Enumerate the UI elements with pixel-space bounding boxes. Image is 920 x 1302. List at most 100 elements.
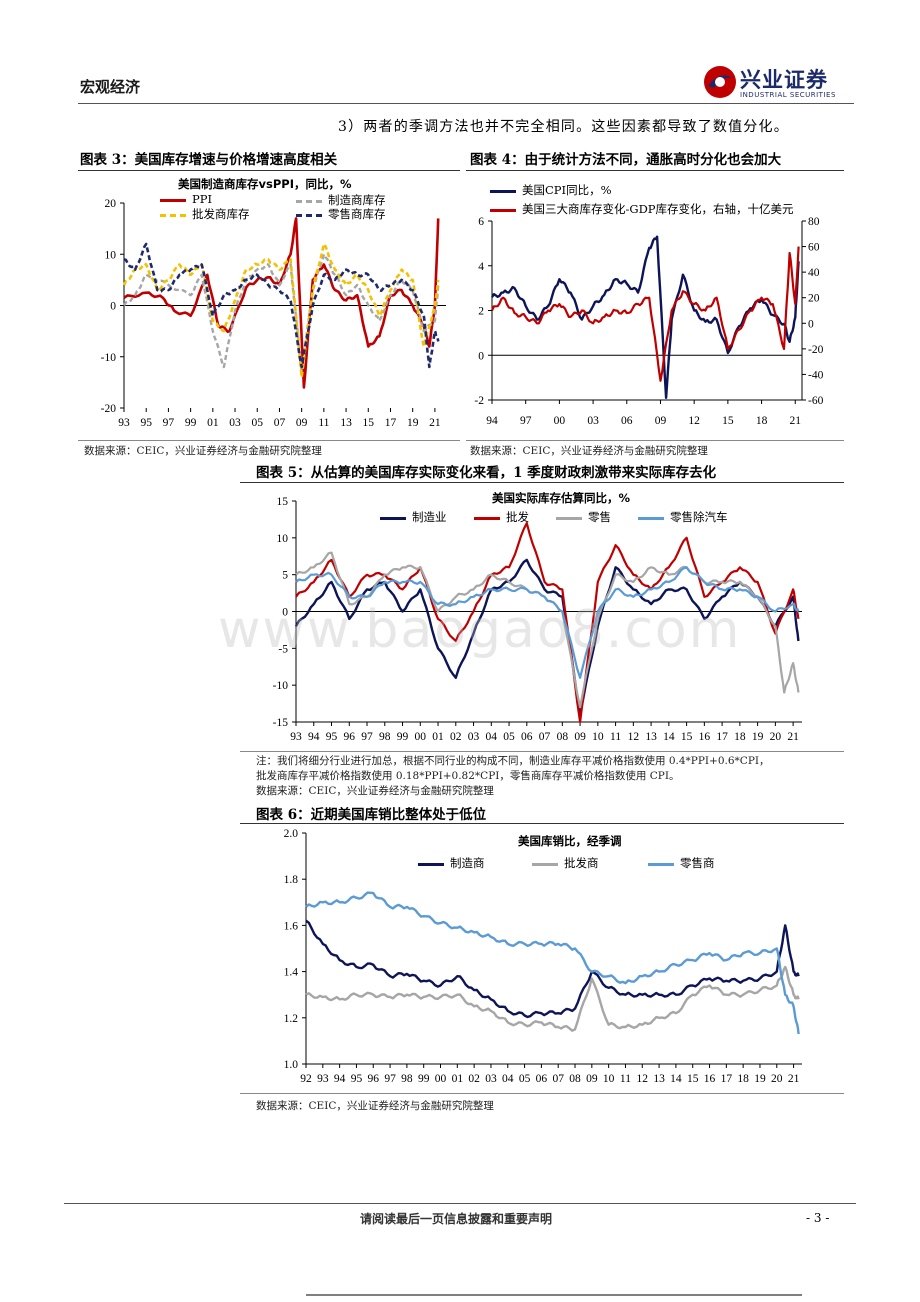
legend-swatch (490, 208, 516, 212)
x-tick-label: 20 (770, 731, 782, 743)
fig4-heading: 图表 4：由于统计方法不同，通胀高时分化也会加大 (470, 152, 782, 168)
fig5-legend-mfg: 制造业 (380, 509, 447, 525)
x-tick-label: 03 (485, 1073, 497, 1085)
fig5-source: 数据来源：CEIC，兴业证券经济与金融研究院整理 (256, 785, 494, 797)
y2-tick-label: -40 (808, 369, 824, 381)
x-tick-label: 13 (653, 1073, 665, 1085)
x-tick-label: 92 (300, 1073, 312, 1085)
x-tick-label: 05 (503, 731, 515, 743)
fig6-top-rule (240, 823, 844, 824)
x-tick-label: 10 (592, 731, 604, 743)
x-tick-label: 98 (401, 1073, 413, 1085)
fig3-heading: 图表 3：美国库存增速与价格增速高度相关 (80, 152, 338, 168)
x-tick-label: 06 (521, 731, 533, 743)
fig5-bottom-rule (240, 751, 844, 752)
y-tick-label: 0 (282, 607, 288, 619)
legend-swatch (296, 199, 322, 203)
series-line-0 (490, 235, 800, 399)
series-line-3 (295, 566, 800, 679)
intro-paragraph: 3）两者的季调方法也并不完全相同。这些因素都导致了数值分化。 (338, 119, 789, 135)
x-tick-label: 03 (468, 731, 480, 743)
legend-swatch (474, 516, 500, 520)
x-tick-label: 94 (308, 731, 320, 743)
x-tick-label: 93 (290, 731, 302, 743)
fig5-heading: 图表 5：从估算的美国库存实际变化来看，1 季度财政刺激带来实际库存去化 (256, 465, 717, 481)
y-tick-label: 15 (277, 496, 289, 508)
x-tick-label: 93 (118, 417, 130, 429)
y2-tick-label: -60 (808, 395, 824, 407)
watermark: www.baogao8.com (218, 600, 742, 660)
x-tick-label: 18 (737, 1073, 749, 1085)
y-tick-label: 4 (478, 261, 484, 273)
fig6-legend-wholesale: 批发商 (532, 855, 599, 871)
y-tick-label: 0 (478, 350, 484, 362)
x-tick-label: 01 (452, 1073, 464, 1085)
x-tick-label: 04 (486, 731, 498, 743)
fig4-bottom-rule (466, 440, 844, 441)
y-tick-label: 6 (478, 216, 484, 228)
y-tick-label: -10 (101, 352, 117, 364)
x-tick-label: 21 (787, 731, 799, 743)
x-tick-label: 96 (368, 1073, 380, 1085)
series-line-0 (305, 919, 800, 1019)
x-tick-label: 95 (326, 731, 338, 743)
y2-tick-label: 60 (808, 242, 820, 254)
x-tick-label: 12 (628, 731, 640, 743)
fig5-chart-title: 美国实际库存估算同比，% (492, 491, 631, 505)
x-tick-label: 07 (539, 731, 551, 743)
x-tick-label: 14 (670, 1073, 682, 1085)
x-tick-label: 95 (351, 1073, 363, 1085)
x-tick-label: 15 (687, 1073, 699, 1085)
y-tick-label: 2 (478, 306, 484, 318)
legend-swatch (490, 189, 516, 193)
x-tick-label: 17 (716, 731, 728, 743)
fig4-legend-inv: 美国三大商库存变化-GDP库存变化，右轴，十亿美元 (490, 201, 794, 217)
footer-disclaimer: 请阅读最后一页信息披露和重要声明 (360, 1212, 553, 1226)
x-tick-label: 99 (185, 417, 197, 429)
legend-swatch (648, 862, 674, 866)
y2-tick-label: 80 (808, 216, 820, 228)
x-tick-label: 04 (502, 1073, 514, 1085)
y-tick-label: -5 (278, 643, 288, 655)
x-tick-label: 95 (140, 417, 152, 429)
y2-tick-label: 0 (808, 318, 814, 330)
x-tick-label: 15 (722, 415, 734, 427)
brand-name-en: INDUSTRIAL SECURITIES (740, 91, 836, 99)
x-tick-label: 94 (334, 1073, 346, 1085)
x-tick-label: 03 (587, 415, 599, 427)
fig5-legend-wholesale: 批发 (474, 509, 529, 525)
x-tick-label: 19 (754, 1073, 766, 1085)
y2-tick-label: 20 (808, 293, 820, 305)
x-tick-label: 11 (620, 1073, 631, 1085)
x-tick-label: 00 (554, 415, 566, 427)
legend-swatch (160, 198, 186, 202)
x-tick-label: 13 (340, 417, 352, 429)
x-tick-label: 19 (407, 417, 419, 429)
x-tick-label: 13 (645, 731, 657, 743)
fig4-top-rule (466, 170, 844, 171)
y-tick-label: 10 (277, 533, 289, 545)
y-tick-label: -20 (101, 403, 117, 415)
legend-swatch (418, 862, 444, 866)
x-tick-label: 94 (486, 415, 498, 427)
fig5-top-rule (240, 482, 844, 483)
fig3-chart-title: 美国制造商库存vsPPI，同比，% (178, 177, 352, 191)
legend-swatch (296, 213, 322, 217)
x-tick-label: 93 (317, 1073, 329, 1085)
series-line-0 (294, 558, 800, 716)
y-tick-label: 1.4 (284, 967, 299, 979)
y-tick-label: 10 (105, 249, 117, 261)
x-tick-label: 97 (163, 417, 175, 429)
x-tick-label: 06 (536, 1073, 548, 1085)
fig6-heading: 图表 6：近期美国库销比整体处于低位 (256, 807, 487, 823)
y-tick-label: 1.8 (284, 874, 299, 886)
y-tick-label: 1.2 (284, 1013, 299, 1025)
fig6-bottom-rule (240, 1093, 844, 1094)
x-tick-label: 21 (429, 417, 441, 429)
x-tick-label: 98 (379, 731, 391, 743)
y-tick-label: -15 (273, 717, 289, 729)
legend-swatch (638, 516, 664, 520)
fig3-top-rule (78, 170, 460, 171)
